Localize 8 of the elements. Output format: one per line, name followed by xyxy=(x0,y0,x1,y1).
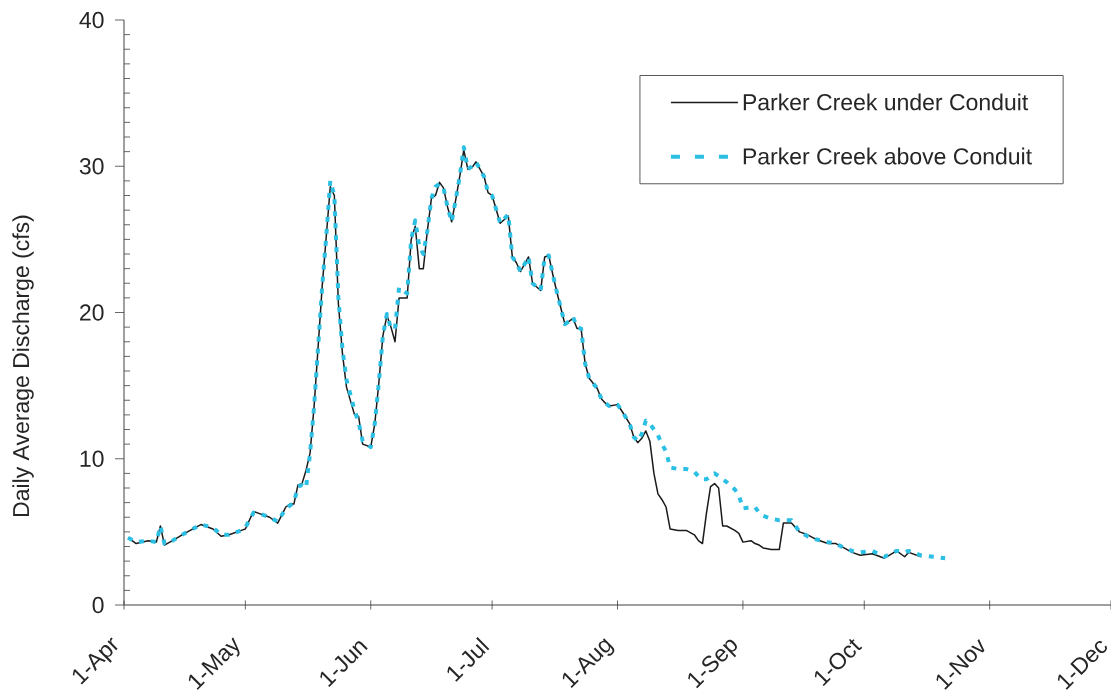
y-tick-label: 0 xyxy=(92,596,104,614)
legend-label: Parker Creek above Conduit xyxy=(743,147,1032,165)
y-tick-label: 20 xyxy=(80,304,104,321)
y-tick-label: 30 xyxy=(79,158,104,175)
y-tick-label: 40 xyxy=(79,11,104,29)
y-axis-title: Daily Average Discharge (cfs) xyxy=(12,215,34,517)
y-tick-label: 10 xyxy=(80,450,104,467)
legend-label: Parker Creek under Conduit xyxy=(743,93,1029,111)
